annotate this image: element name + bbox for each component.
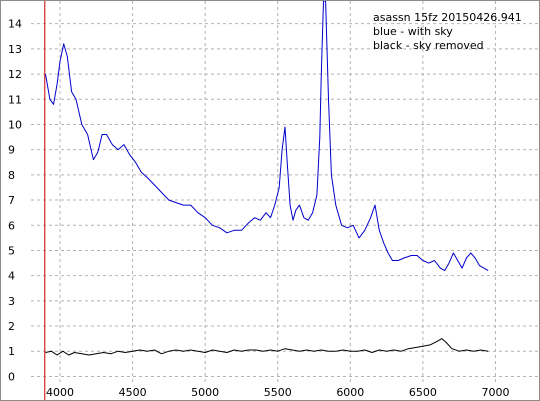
y-tick-label: 7 <box>8 194 15 207</box>
y-tick-label: 10 <box>8 118 22 131</box>
y-tick-label: 8 <box>8 169 15 182</box>
y-tick-label: 1 <box>8 345 15 358</box>
x-tick-label: 4500 <box>119 386 147 399</box>
y-tick-label: 13 <box>8 43 22 56</box>
series-line-with-sky <box>45 1 489 272</box>
y-tick-label: 12 <box>8 68 22 81</box>
x-tick-label: 6000 <box>336 386 364 399</box>
y-tick-label: 9 <box>8 144 15 157</box>
x-tick-label: 5000 <box>191 386 219 399</box>
y-tick-label: 14 <box>8 18 22 31</box>
y-tick-label: 11 <box>8 93 22 106</box>
y-tick-label: 5 <box>8 244 15 257</box>
series-layer <box>45 1 489 356</box>
grid-layer <box>31 1 539 384</box>
y-tick-label: 2 <box>8 320 15 333</box>
x-tick-label: 7000 <box>481 386 509 399</box>
x-tick-label: 6500 <box>409 386 437 399</box>
y-tick-label: 4 <box>8 270 15 283</box>
x-tick-label: 5500 <box>264 386 292 399</box>
y-tick-label: 6 <box>8 219 15 232</box>
x-tick-label: 4000 <box>46 386 74 399</box>
y-tick-label: 0 <box>8 370 15 383</box>
annotation-black-sky-removed: black - sky removed <box>373 39 484 52</box>
series-line-sky-removed <box>45 338 489 356</box>
annotation-blue-with-sky: blue - with sky <box>373 25 453 38</box>
y-tick-label: 3 <box>8 295 15 308</box>
annotation-title: asassn 15fz 20150426.941 <box>373 11 522 24</box>
